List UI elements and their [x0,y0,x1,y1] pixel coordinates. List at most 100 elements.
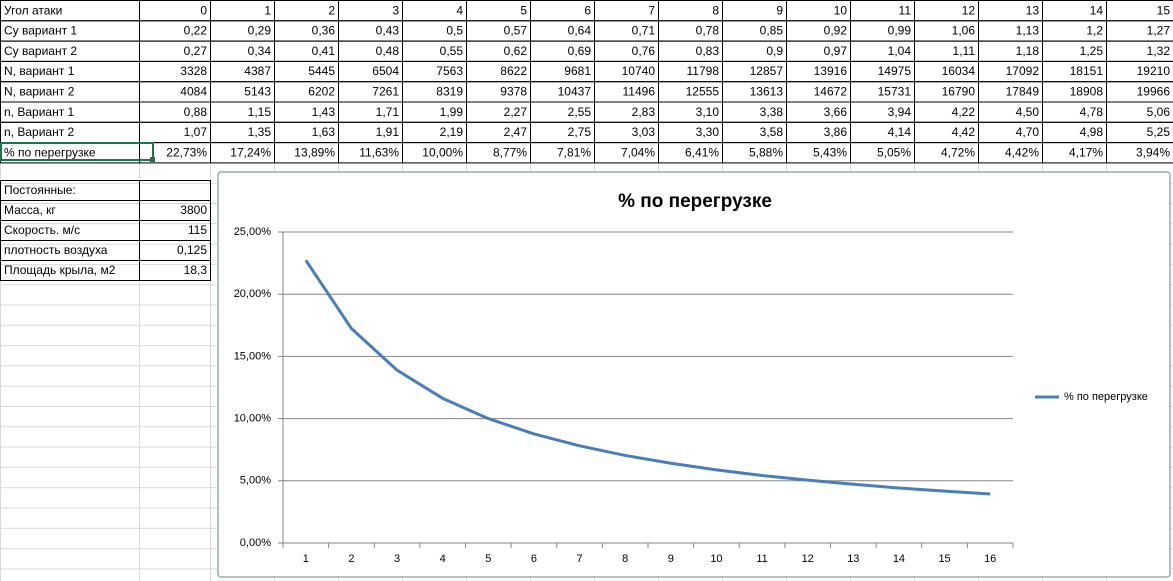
cell-text: 0,99 [888,24,912,38]
cell-text: 3,66 [824,105,848,119]
cell-text: 2,75 [568,125,592,139]
cell-text: плотность воздуха [4,243,108,257]
y-tick-label: 25,00% [234,226,272,238]
cell-text: 4387 [244,64,271,78]
chart[interactable]: % по перегрузке 0,00% 5,00% 10,00% 15,00% 20… [217,171,1171,578]
cell-text: 1,06 [952,24,976,38]
cell-text: 0,34 [248,44,272,58]
cell-text: 13 [1026,3,1040,17]
y-tick-label: 20,00% [234,288,272,300]
y-tick-label: 5,00% [240,475,271,487]
cell-text: 6504 [372,64,399,78]
cell-text: 6 [584,3,591,17]
cell-text: 6202 [308,85,335,99]
x-tick-label: 12 [802,553,814,565]
chart-frame[interactable] [217,171,1171,578]
cell-text: Угол атаки [4,3,62,17]
cell-text: 3,94% [1136,145,1170,159]
cell-text: 0,36 [312,24,336,38]
cell-text: 2 [328,3,335,17]
selected-cell[interactable] [0,142,154,161]
cell-text: 0,125 [177,243,207,257]
cell-text: 13,89% [294,145,335,159]
cell-text: 4084 [180,85,207,99]
x-tick-label: 6 [531,553,537,565]
cell-text: 17092 [1006,64,1040,78]
cell-text: 9 [776,3,783,17]
cell-text: 2,27 [504,105,528,119]
cell-text: 0,88 [184,105,208,119]
cell-text: 17,24% [230,145,271,159]
cell-text: 7 [648,3,655,17]
cell-text: 0,29 [248,24,272,38]
cell-text: 0,85 [760,24,784,38]
cell-text: 5,05% [877,145,911,159]
cell-text: n, Вариант 1 [4,105,75,119]
cell-text: 19966 [1137,85,1171,99]
cell-text: 3 [392,3,399,17]
cell-text: 18151 [1070,64,1104,78]
cell-text: 5143 [244,85,271,99]
cell-text: 4,42 [952,125,976,139]
fill-handle[interactable] [150,157,155,162]
cell-text: 0,71 [632,24,656,38]
cell-text: Cy вариант 1 [4,24,77,38]
cell-text: 12555 [686,85,720,99]
cell-text: 8622 [500,64,527,78]
cell-text: 1,18 [1016,44,1040,58]
x-tick-label: 2 [348,553,354,565]
cell-text: 1,25 [1080,44,1104,58]
cell-text: 0,9 [766,44,783,58]
cell-text: 0,76 [632,44,656,58]
cell-text: 9378 [500,85,527,99]
cell-text: 17849 [1006,85,1040,99]
x-tick-label: 1 [303,553,309,565]
cell-text: 12 [962,3,976,17]
cell-text: 3328 [180,64,207,78]
x-tick-label: 7 [577,553,583,565]
cell-text: 1,15 [248,105,272,119]
cell-text: 6,41% [685,145,719,159]
cell-text: 10437 [558,85,592,99]
x-tick-label: 15 [938,553,950,565]
cell-text: 11 [899,3,912,17]
cell-text: 0,97 [824,44,848,58]
x-tick-label: 5 [485,553,491,565]
cell-text: 1 [264,3,271,17]
cell-text: 0,62 [504,44,528,58]
cell-text: 2,47 [504,125,528,139]
cell-text: 16790 [942,85,976,99]
cell-text: 7,81% [557,145,591,159]
cell-text: 0,43 [376,24,400,38]
cell-text: 4,17% [1069,145,1103,159]
series-line [304,259,991,496]
cell-text: Площадь крыла, м2 [4,263,116,277]
cell-text: 0,27 [184,44,208,58]
cell-text: 3,58 [760,125,784,139]
cell-text: 115 [188,223,207,237]
cell-text: 0 [200,3,207,17]
cell-text: 4 [456,3,463,17]
cell-text: 1,71 [376,105,400,119]
cell-text: 4,98 [1080,125,1104,139]
cell-text: % по перегрузке [4,145,96,159]
cell-text: 10 [834,3,848,17]
cell-text: 8319 [436,85,463,99]
cell-text: 0,41 [312,44,336,58]
x-tick-label: 4 [440,553,446,565]
cell-text: 5,88% [749,145,783,159]
cell-text: 4,42% [1005,145,1039,159]
cell-text: 0,5 [446,24,463,38]
cell-text: 4,70 [1016,125,1040,139]
y-tick-label: 0,00% [240,537,271,549]
cell-text: 7563 [436,64,463,78]
cell-text: N, вариант 1 [4,64,75,78]
cell-text: 1,32 [1147,44,1171,58]
y-tick-label: 10,00% [234,413,272,425]
cell-text: 1,91 [376,125,400,139]
cell-text: N, вариант 2 [4,85,75,99]
cell-text: 15 [1157,3,1171,17]
cell-text: 9681 [564,64,591,78]
